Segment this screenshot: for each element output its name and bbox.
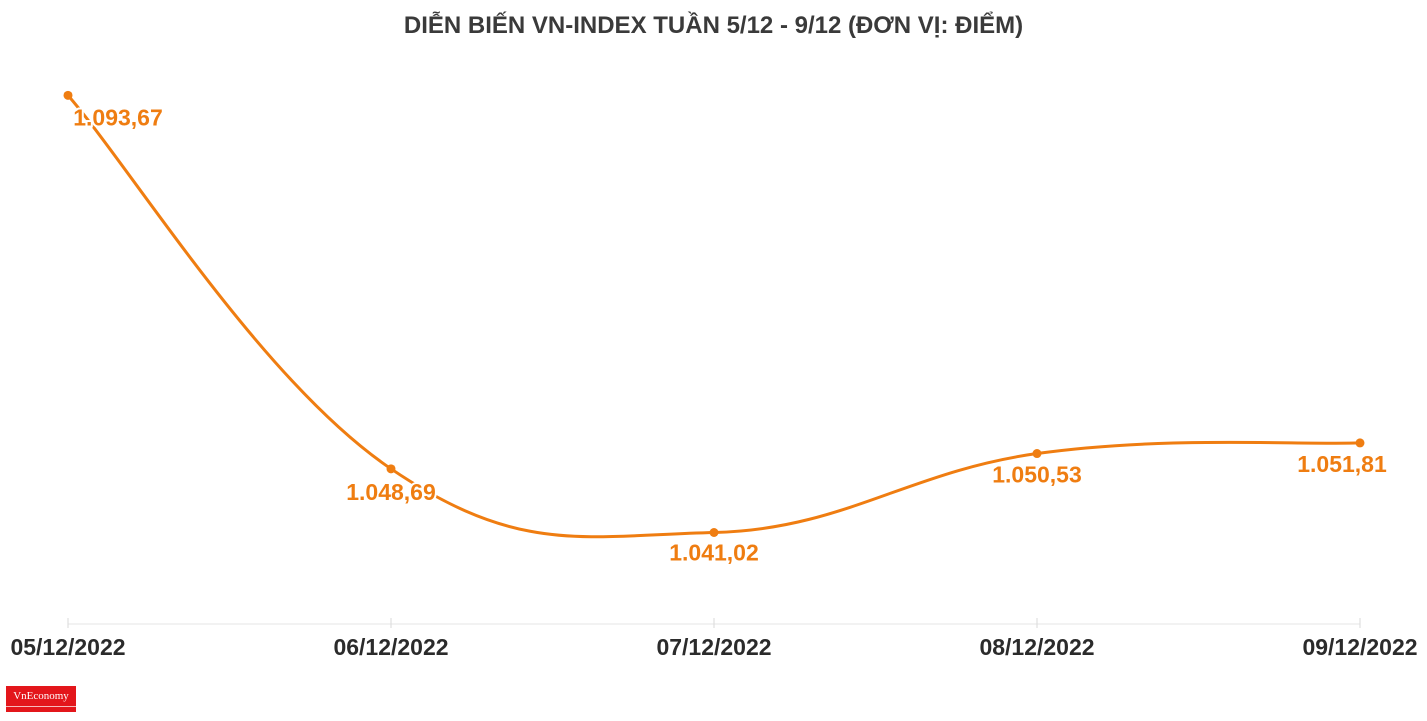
data-label: 1.093,67 [73,104,163,130]
vneconomy-logo: VnEconomy [6,686,76,712]
x-tick-label: 05/12/2022 [10,634,125,660]
x-tick-label: 06/12/2022 [333,634,448,660]
data-point [386,464,396,474]
data-label: 1.050,53 [992,462,1082,488]
data-label: 1.051,81 [1297,451,1387,477]
data-labels: 1.093,67 1.048,69 1.041,02 1.050,53 1.051,81 [71,102,1389,567]
x-tick-label: 08/12/2022 [979,634,1094,660]
x-tick-label: 09/12/2022 [1302,634,1417,660]
data-label: 1.041,02 [669,540,759,566]
x-tick-label: 07/12/2022 [656,634,771,660]
data-points [63,90,1365,538]
logo-underline [6,706,76,710]
logo-text: VnEconomy [13,690,69,702]
data-point [709,528,719,538]
chart-title: DIỄN BIẾN VN-INDEX TUẦN 5/12 - 9/12 (ĐƠN… [403,12,1024,39]
series-line [66,93,1362,539]
x-ticks [67,618,1361,628]
data-point [63,90,73,100]
data-label: 1.048,69 [346,479,436,505]
data-point [1032,449,1042,459]
data-point [1355,438,1365,448]
x-tick-labels: 05/12/2022 06/12/2022 07/12/2022 08/12/2022… [10,634,1417,660]
